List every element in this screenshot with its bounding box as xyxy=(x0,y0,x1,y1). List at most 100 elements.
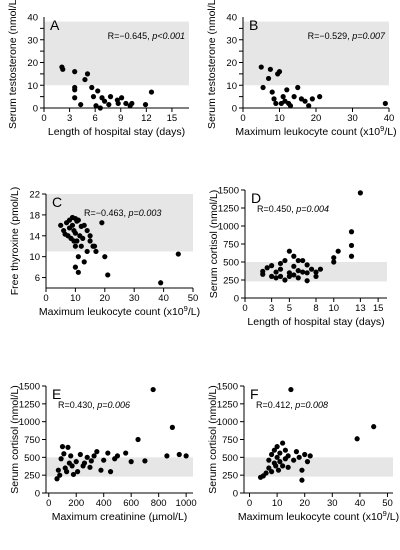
y-axis-title: Serum testosterone (nmol/L) xyxy=(206,0,218,129)
data-point xyxy=(348,242,355,249)
data-point xyxy=(84,227,90,234)
x-tick-label: 40 xyxy=(355,498,366,509)
panel-letter: E xyxy=(52,386,61,402)
data-point xyxy=(69,463,75,469)
stat-annotation: R=−0.645, p<0.001 xyxy=(108,31,185,41)
stat-annotation: R=0.450, p=0.004 xyxy=(257,204,329,214)
data-point xyxy=(64,469,70,475)
y-axis-title: Serum cortisol (nmol/L) xyxy=(9,385,21,494)
y-tick-label: 20 xyxy=(27,58,38,69)
data-point xyxy=(382,100,388,107)
x-tick-label: 0 xyxy=(242,303,247,314)
data-point xyxy=(268,469,275,475)
data-point xyxy=(84,71,91,77)
data-point xyxy=(348,253,355,259)
data-point xyxy=(306,103,312,109)
data-point xyxy=(291,457,297,463)
y-tick-label: 0 xyxy=(233,489,238,500)
data-point xyxy=(269,89,275,95)
data-point xyxy=(285,464,291,470)
x-tick-label: 40 xyxy=(384,113,395,124)
data-point xyxy=(277,273,284,279)
data-point xyxy=(280,94,286,100)
x-tick-label: 0 xyxy=(43,293,48,304)
data-point xyxy=(282,277,288,283)
reference-band xyxy=(46,194,193,252)
x-tick-label: 50 xyxy=(188,293,199,304)
x-tick-label: 12 xyxy=(141,113,152,124)
data-point xyxy=(263,470,269,476)
x-axis-title-sup: 9 xyxy=(380,124,384,133)
x-tick-label: 20 xyxy=(311,113,322,124)
data-point xyxy=(274,454,280,460)
y-tick-label: 20 xyxy=(226,58,237,69)
y-tick-label: 1250 xyxy=(19,399,40,410)
data-point xyxy=(282,257,288,264)
x-tick-label: 0 xyxy=(46,498,51,509)
data-point xyxy=(280,463,286,469)
x-tick-label: 1000 xyxy=(176,498,197,509)
y-tick-label: 1000 xyxy=(218,222,239,233)
data-point xyxy=(93,248,99,255)
panel-a: 0 3 6 9 12 15 0 10 20 30 40 A R=−0.645, p<0.001 Lengt… xyxy=(7,0,189,138)
data-point xyxy=(300,269,306,275)
x-tick-label: 0 xyxy=(41,113,46,124)
y-tick-label: 10 xyxy=(27,81,38,92)
reference-band xyxy=(243,21,389,86)
data-point xyxy=(99,220,105,226)
data-point xyxy=(265,75,272,82)
data-point xyxy=(273,100,279,107)
x-tick-label: 5 xyxy=(287,303,292,314)
stat-annotation: R=0.412, p=0.008 xyxy=(256,400,328,410)
data-point xyxy=(75,254,81,260)
data-point xyxy=(295,257,301,264)
data-point xyxy=(267,66,273,72)
data-point xyxy=(82,76,88,83)
data-point xyxy=(84,454,90,460)
data-point xyxy=(106,101,112,108)
x-tick-label: 20 xyxy=(299,498,310,509)
y-tick-label: 6 xyxy=(35,273,40,284)
data-point xyxy=(95,88,101,94)
data-point xyxy=(291,263,297,269)
data-point xyxy=(72,69,78,75)
x-axis-title-main: Maximum leukocyte count (x10 xyxy=(39,306,184,318)
data-point xyxy=(302,451,308,458)
stat-annotation: R=−0.463, p=0.003 xyxy=(84,208,161,218)
data-point xyxy=(169,424,175,430)
data-point xyxy=(60,66,66,72)
x-tick-label: 50 xyxy=(382,498,393,509)
data-point xyxy=(308,266,315,272)
data-point xyxy=(266,465,272,471)
data-point xyxy=(348,229,355,235)
data-point xyxy=(183,453,189,459)
data-point xyxy=(304,278,310,284)
data-point xyxy=(277,260,284,267)
data-point xyxy=(58,222,64,228)
data-point xyxy=(282,447,288,453)
data-point xyxy=(269,273,275,279)
data-point xyxy=(123,450,129,456)
data-point xyxy=(54,476,60,482)
y-tick-label: 250 xyxy=(24,471,40,482)
data-point xyxy=(291,94,297,100)
data-point xyxy=(65,444,71,450)
data-point xyxy=(287,103,294,109)
panel-e: 0 200 400 600 800 1000 0 250 500 750 1000 1250 1500 E… xyxy=(9,382,197,524)
x-axis-title: Length of hospital stay (days) xyxy=(48,126,185,138)
data-point xyxy=(91,453,97,459)
data-point xyxy=(284,87,290,93)
x-tick-label: 30 xyxy=(347,113,358,124)
data-point xyxy=(101,457,107,463)
y-tick-label: 250 xyxy=(222,471,238,482)
data-point xyxy=(273,275,279,281)
stat-annotation: R=0.430, p=0.006 xyxy=(58,400,130,410)
x-tick-label: 20 xyxy=(100,293,111,304)
data-point xyxy=(81,222,87,228)
stat-r: R=−0.529, xyxy=(308,31,353,41)
stat-r: R=0.412, xyxy=(256,400,295,410)
data-point xyxy=(309,96,315,102)
data-point xyxy=(72,95,78,101)
data-point xyxy=(150,386,156,393)
data-point xyxy=(87,238,93,244)
